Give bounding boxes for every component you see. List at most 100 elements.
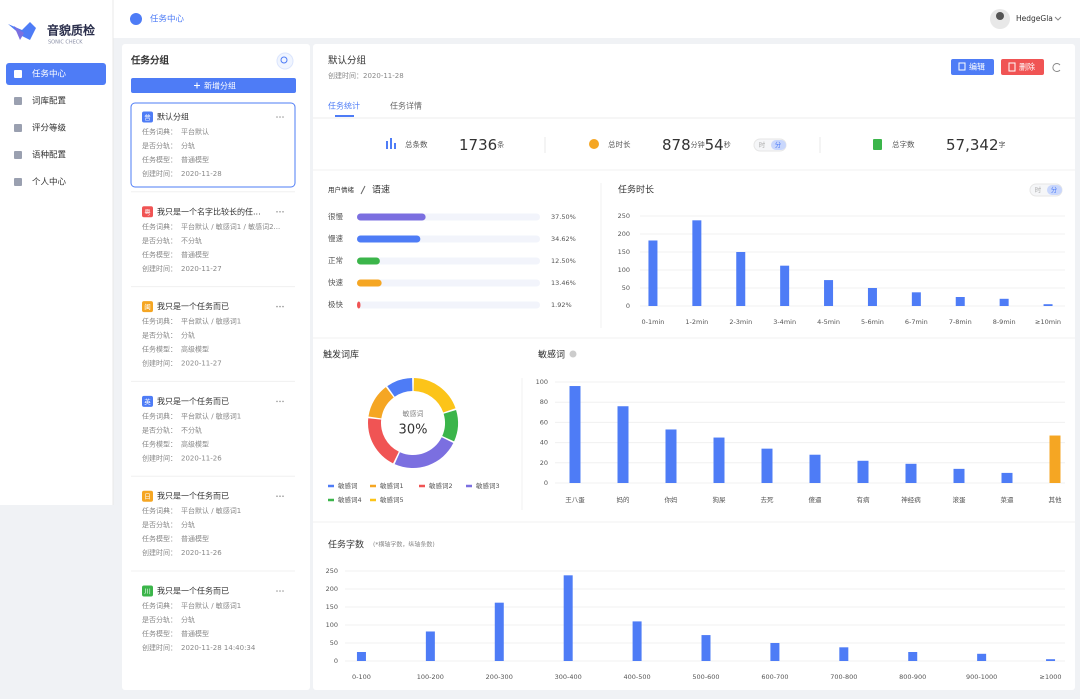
bar xyxy=(905,463,917,483)
category-label: 快速 xyxy=(328,277,343,287)
add-group-button[interactable] xyxy=(131,78,296,93)
value-label: 12.50% xyxy=(551,257,576,265)
field-label: 任务词典： xyxy=(142,222,177,231)
x-tick-label: 妈的 xyxy=(617,495,631,504)
more-dot xyxy=(279,400,281,403)
group-name[interactable]: 我只是一个任务而已 xyxy=(157,301,229,311)
chart-title: 敏感词 xyxy=(538,349,565,361)
y-tick-label: 100 xyxy=(536,378,548,386)
delete-label[interactable]: 删除 xyxy=(1019,62,1035,72)
legend-label: 敏感词4 xyxy=(338,495,362,504)
stat-label: 总字数 xyxy=(892,139,915,149)
field-value: 不分轨 xyxy=(181,425,202,434)
field-value: 平台默认 / 敏感词1 xyxy=(181,317,241,326)
tab[interactable]: 任务详情 xyxy=(390,101,422,111)
x-tick-label: 0-100 xyxy=(352,673,371,681)
menu-item[interactable]: 任务中心 xyxy=(32,69,67,80)
group-name[interactable]: 我只是一个任务而已 xyxy=(157,396,229,406)
legend-label: 敏感词1 xyxy=(380,481,404,490)
info-icon[interactable] xyxy=(569,350,577,358)
unit-toggle-option[interactable]: 分 xyxy=(1051,185,1058,194)
field-label: 创建时间： xyxy=(142,548,177,557)
x-tick-label: 你妈 xyxy=(665,495,679,504)
y-tick-label: 60 xyxy=(540,418,548,426)
field-label: 任务词典： xyxy=(142,317,177,326)
group-badge xyxy=(142,301,153,313)
group-badge xyxy=(142,490,153,502)
field-label: 是否分轨： xyxy=(142,331,177,340)
user-chevron[interactable] xyxy=(1054,16,1062,21)
x-tick-label: 菜逼 xyxy=(1001,495,1015,504)
menu-item[interactable]: 个人中心 xyxy=(32,177,67,188)
logo-title: 音貌质检 xyxy=(47,23,95,38)
group-badge-text: 日 xyxy=(144,493,151,501)
bar xyxy=(569,386,581,483)
value-label: 34.62% xyxy=(551,235,576,243)
x-tick-label: 去死 xyxy=(761,495,775,504)
donut-center-label: 敏感词 xyxy=(403,409,424,418)
x-tick-label: 神经病 xyxy=(901,495,921,504)
more-dot xyxy=(282,400,284,403)
menu-active-bg xyxy=(6,63,106,85)
unit-toggle-option[interactable]: 时 xyxy=(1035,185,1042,194)
group-name[interactable]: 我只是一个任务而已 xyxy=(157,586,229,596)
bar xyxy=(977,653,987,661)
group-badge-text: 川 xyxy=(144,588,151,596)
group-name[interactable]: 默认分组 xyxy=(157,112,189,122)
x-tick-label: 8-9min xyxy=(993,318,1016,326)
unit-toggle-option[interactable]: 分 xyxy=(775,140,782,149)
more-dot xyxy=(282,211,284,213)
y-tick-label: 20 xyxy=(540,459,548,467)
avatar-head xyxy=(996,12,1004,20)
user-name[interactable]: HedgeGla xyxy=(1016,14,1053,23)
bar xyxy=(1043,304,1053,306)
field-label: 创建时间： xyxy=(142,169,177,178)
unit-toggle-option[interactable]: 时 xyxy=(759,140,766,149)
group-name[interactable]: 我只是一个名字比较长的任... xyxy=(157,206,261,216)
x-tick-label: 0-1min xyxy=(642,318,665,326)
group-badge xyxy=(142,395,153,407)
stat-label: 总条数 xyxy=(405,139,428,149)
edit-label[interactable]: 编辑 xyxy=(969,62,985,72)
tab[interactable]: 任务统计 xyxy=(328,101,360,111)
bar xyxy=(955,297,965,306)
add-group-label[interactable]: 新增分组 xyxy=(204,81,236,91)
bar xyxy=(425,631,435,661)
search-button[interactable] xyxy=(276,52,294,70)
field-value: 2020-11-27 xyxy=(181,265,222,273)
field-label: 任务模型： xyxy=(142,534,177,543)
x-tick-label: 2-3min xyxy=(729,318,752,326)
chart-title: 任务时长 xyxy=(618,184,654,196)
stat-icon xyxy=(873,139,882,150)
location-icon xyxy=(130,13,142,25)
field-value: 2020-11-26 xyxy=(181,549,222,557)
field-value: 平台默认 xyxy=(181,127,209,136)
bar xyxy=(357,301,361,309)
bar xyxy=(770,643,780,661)
group-badge-text: 普 xyxy=(144,113,151,122)
y-tick-label: 200 xyxy=(618,230,630,238)
group-name[interactable]: 我只是一个任务而已 xyxy=(157,491,229,501)
more-dot xyxy=(276,116,278,118)
legend-label: 敏感词 xyxy=(338,481,358,490)
group-panel-title: 任务分组 xyxy=(130,55,170,67)
y-tick-label: 0 xyxy=(626,302,630,310)
menu-item[interactable]: 评分等级 xyxy=(32,123,67,134)
menu-item[interactable]: 词库配置 xyxy=(32,96,67,107)
menu-icon xyxy=(14,97,22,105)
x-tick-label: 400-500 xyxy=(624,673,651,681)
group-badge xyxy=(142,585,153,597)
field-label: 任务模型： xyxy=(142,629,177,638)
plus-icon xyxy=(194,82,200,89)
top-bar xyxy=(0,0,1080,38)
field-value: 高级模型 xyxy=(181,345,209,354)
field-label: 任务词典： xyxy=(142,506,177,515)
bar xyxy=(357,213,426,221)
refresh-icon[interactable] xyxy=(1052,63,1061,72)
more-dot xyxy=(279,116,281,118)
menu-item[interactable]: 语种配置 xyxy=(32,150,67,161)
stat-icon xyxy=(390,138,392,149)
more-dot xyxy=(279,211,281,213)
field-label: 是否分轨： xyxy=(142,615,177,624)
bar xyxy=(857,460,869,483)
